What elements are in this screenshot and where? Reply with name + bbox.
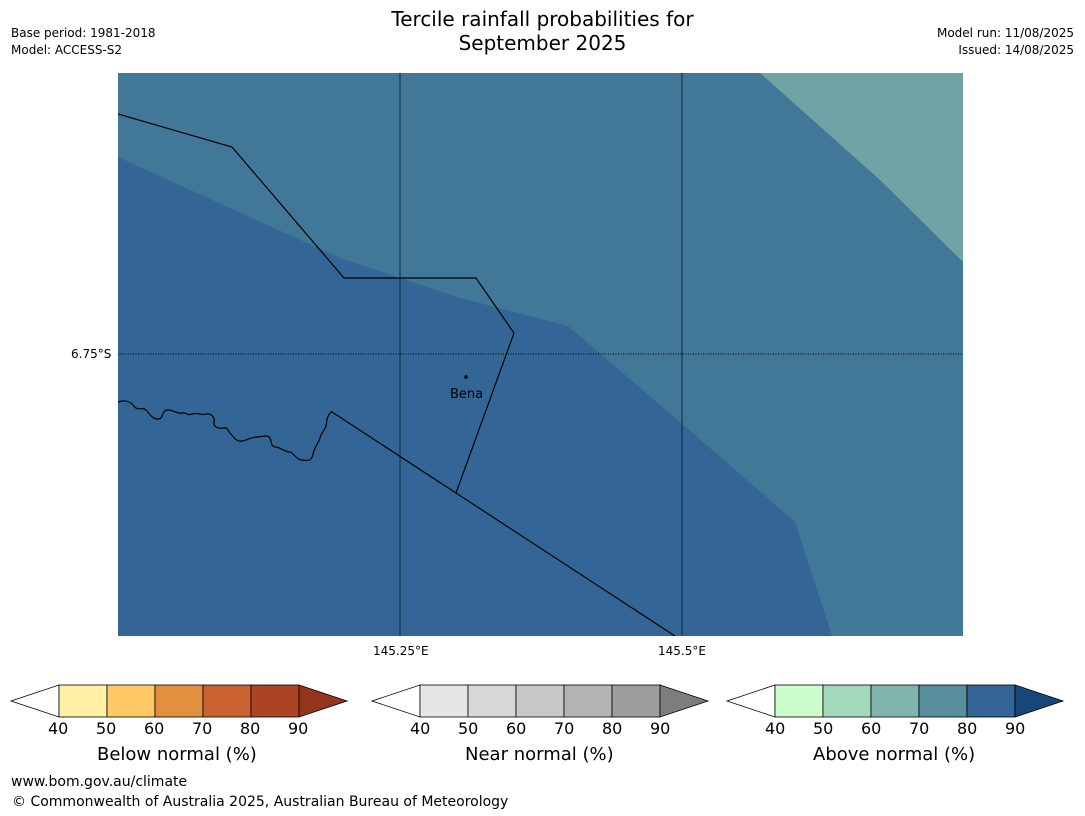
- legend-near-caption: Near normal (%): [465, 744, 614, 765]
- legend-near-normal-low-cap: [370, 684, 421, 718]
- title-line-1: Tercile rainfall probabilities for: [391, 7, 694, 31]
- legend-below-tick-80: 80: [240, 719, 261, 738]
- lon-label-145-25e: 145.25°E: [373, 644, 429, 658]
- legend-below-normal-high-cap: [298, 684, 349, 718]
- legend-above-caption: Above normal (%): [813, 744, 976, 765]
- lon-label-145-5e: 145.5°E: [658, 644, 706, 658]
- legend-near-tick-80: 80: [602, 719, 623, 738]
- legend-below-normal-bin-1: [58, 684, 108, 718]
- legend-below-normal: [9, 684, 349, 718]
- footer-copyright: © Commonwealth of Australia 2025, Austra…: [12, 794, 509, 810]
- legend-near-normal-bin-3: [515, 684, 565, 718]
- map-panel: [118, 73, 963, 636]
- model-name: Model: ACCESS-S2: [11, 43, 123, 57]
- legend-near-normal: [370, 684, 710, 718]
- legend-above-normal-high-cap: [1014, 684, 1065, 718]
- legend-below-caption: Below normal (%): [97, 744, 257, 765]
- legend-above-normal: [725, 684, 1065, 718]
- legend-near-normal-bin-5: [611, 684, 661, 718]
- province-border: [118, 113, 515, 494]
- legend-below-tick-90: 90: [288, 719, 309, 738]
- legend-below-normal-bin-5: [250, 684, 300, 718]
- region-above-70-80: [118, 157, 832, 636]
- issued-date: Issued: 14/08/2025: [958, 43, 1074, 57]
- coastline: [118, 400, 333, 462]
- legend-below-normal-bin-2: [106, 684, 156, 718]
- legend-above-normal-bin-3: [870, 684, 920, 718]
- province-border-south: [331, 411, 676, 636]
- legend-above-tick-40: 40: [765, 719, 786, 738]
- legend-near-tick-40: 40: [410, 719, 431, 738]
- legend-near-tick-50: 50: [458, 719, 479, 738]
- legend-near-normal-bin-4: [563, 684, 613, 718]
- legend-below-tick-60: 60: [144, 719, 165, 738]
- legend-below-tick-50: 50: [96, 719, 117, 738]
- legend-near-tick-90: 90: [650, 719, 671, 738]
- legend-near-normal-bin-1: [419, 684, 469, 718]
- legend-above-normal-low-cap: [725, 684, 776, 718]
- model-run: Model run: 11/08/2025: [936, 26, 1074, 40]
- legend-above-tick-60: 60: [861, 719, 882, 738]
- lat-label-6-75s: 6.75°S: [71, 347, 112, 361]
- legend-below-normal-bin-3: [154, 684, 204, 718]
- header-meta-left: Base period: 1981-2018 Model: ACCESS-S2: [11, 25, 156, 59]
- legend-above-normal-bin-5: [966, 684, 1016, 718]
- legend-below-tick-40: 40: [48, 719, 69, 738]
- chart-title: Tercile rainfall probabilities for Septe…: [0, 7, 1085, 55]
- legend-above-tick-70: 70: [909, 719, 930, 738]
- legend-near-normal-bin-2: [467, 684, 517, 718]
- legend-above-normal-bin-2: [822, 684, 872, 718]
- legend-near-tick-60: 60: [506, 719, 527, 738]
- legend-above-tick-90: 90: [1005, 719, 1026, 738]
- legend-near-tick-70: 70: [554, 719, 575, 738]
- legend-below-normal-low-cap: [9, 684, 60, 718]
- legend-below-normal-bin-4: [202, 684, 252, 718]
- place-label-bena: Bena: [450, 387, 484, 402]
- legend-near-normal-high-cap: [659, 684, 710, 718]
- title-line-2: September 2025: [458, 31, 627, 55]
- footer-url[interactable]: www.bom.gov.au/climate: [11, 774, 188, 790]
- legend-above-tick-50: 50: [813, 719, 834, 738]
- base-period: Base period: 1981-2018: [11, 26, 156, 40]
- bena-marker: [464, 375, 468, 379]
- legend-above-normal-bin-4: [918, 684, 968, 718]
- legend-above-tick-80: 80: [957, 719, 978, 738]
- header-meta-right: Model run: 11/08/2025 Issued: 14/08/2025: [937, 25, 1074, 59]
- region-above-50-60: [760, 73, 963, 262]
- legend-below-tick-70: 70: [192, 719, 213, 738]
- legend-above-normal-bin-1: [774, 684, 824, 718]
